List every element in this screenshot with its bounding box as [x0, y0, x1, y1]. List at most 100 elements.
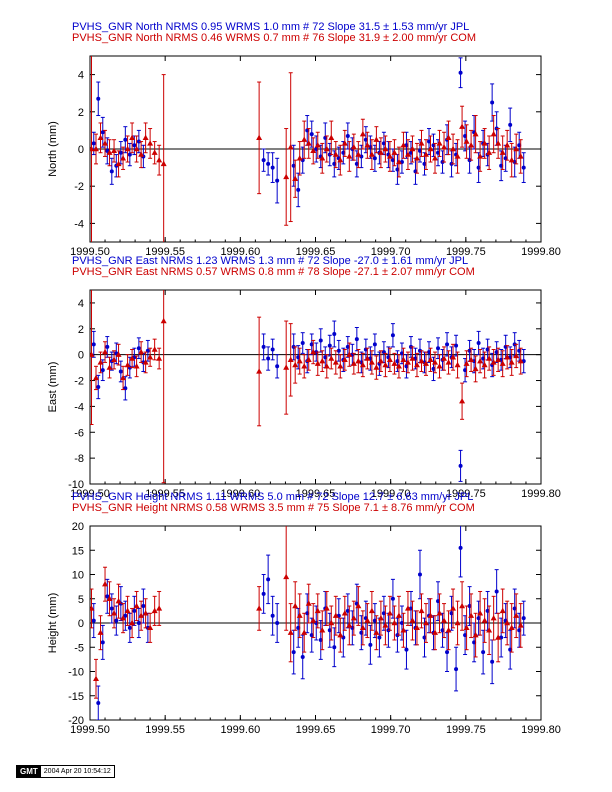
data-point — [481, 617, 488, 623]
data-point — [486, 627, 493, 633]
data-point — [422, 151, 429, 157]
data-point — [517, 143, 522, 148]
data-point — [372, 618, 377, 623]
data-point — [477, 610, 484, 616]
data-point — [120, 155, 127, 161]
data-point — [90, 605, 95, 611]
series-com — [90, 56, 524, 242]
data-point — [504, 354, 511, 360]
data-point — [341, 140, 348, 146]
y-tick-label: -4 — [74, 401, 84, 413]
data-point — [109, 169, 114, 174]
data-point — [270, 347, 275, 352]
data-point — [328, 355, 335, 361]
data-point — [332, 151, 339, 157]
y-tick-label: 2 — [78, 107, 84, 119]
data-point — [454, 667, 459, 672]
y-tick-label: 0 — [78, 350, 84, 362]
data-point — [459, 602, 466, 609]
data-point — [132, 608, 137, 613]
data-point — [391, 149, 398, 155]
data-point — [427, 139, 432, 144]
data-point — [517, 348, 522, 353]
data-point — [386, 356, 393, 363]
data-point — [372, 156, 377, 161]
data-point — [142, 610, 149, 616]
data-point — [346, 153, 353, 159]
data-point — [124, 607, 131, 614]
data-point — [422, 635, 427, 640]
data-point — [127, 152, 132, 157]
data-point — [499, 149, 506, 155]
data-point — [490, 100, 495, 105]
data-point — [283, 364, 290, 370]
y-tick-label: 0 — [78, 618, 84, 630]
data-point — [341, 356, 348, 363]
data-point — [521, 165, 526, 170]
data-point — [345, 608, 350, 613]
x-tick-label: 1999.75 — [446, 488, 486, 500]
data-point — [323, 363, 330, 369]
data-point — [129, 134, 136, 141]
data-point — [386, 153, 393, 159]
data-point — [105, 594, 110, 599]
data-point — [120, 614, 127, 621]
data-point — [504, 142, 511, 148]
data-point — [499, 607, 506, 614]
y-tick-label: -20 — [68, 715, 84, 727]
data-point — [296, 355, 301, 360]
data-point — [436, 363, 443, 369]
data-point — [468, 142, 475, 148]
data-point — [151, 149, 158, 155]
data-point — [490, 359, 497, 365]
data-point — [270, 165, 275, 170]
data-point — [481, 361, 488, 368]
data-point — [499, 360, 506, 366]
data-point — [458, 70, 463, 75]
data-point — [381, 141, 386, 146]
data-point — [513, 145, 520, 152]
data-point — [495, 140, 502, 146]
data-point — [458, 463, 463, 468]
data-point — [427, 350, 432, 355]
plot-timestamp: 2004 Apr 20 10:54:12 — [43, 768, 111, 775]
data-point — [296, 187, 301, 192]
data-point — [118, 369, 123, 374]
data-point — [486, 355, 493, 361]
chart-panel-north: PVHS_GNR North NRMS 0.95 WRMS 1.0 mm # 7… — [47, 21, 561, 258]
data-point — [266, 577, 271, 582]
data-point — [337, 631, 344, 638]
data-point — [106, 149, 113, 155]
data-point — [459, 398, 466, 404]
data-point — [323, 605, 330, 611]
data-point — [431, 143, 436, 148]
data-point — [449, 611, 454, 616]
data-point — [445, 627, 452, 633]
data-point — [395, 612, 402, 618]
data-point — [486, 149, 493, 155]
data-point — [377, 357, 384, 364]
data-point — [463, 633, 468, 638]
x-tick-label: 1999.65 — [296, 724, 336, 736]
data-point — [436, 150, 441, 155]
data-point — [368, 607, 375, 614]
data-point — [413, 361, 420, 368]
data-point — [454, 361, 461, 368]
data-point — [96, 96, 101, 101]
series-group — [90, 290, 526, 484]
data-point — [454, 619, 461, 626]
data-point — [301, 363, 308, 369]
series-group — [90, 56, 526, 242]
data-point — [432, 155, 439, 161]
data-point — [399, 351, 404, 356]
gmt-timestamp-stamp: GMT 2004 Apr 20 10:54:12 — [16, 765, 115, 778]
x-tick-label: 1999.70 — [371, 488, 411, 500]
y-tick-label: 10 — [72, 570, 84, 582]
x-tick-label: 1999.75 — [446, 724, 486, 736]
data-point — [413, 624, 420, 631]
data-point — [390, 158, 395, 163]
data-point — [395, 363, 402, 369]
data-point — [91, 141, 96, 146]
data-point — [463, 368, 468, 373]
data-point — [368, 642, 373, 647]
